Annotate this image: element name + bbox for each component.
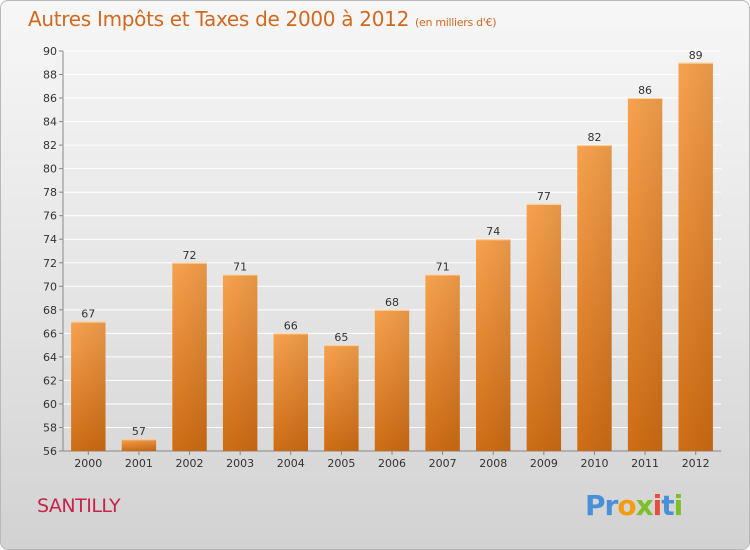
x-tick-label: 2012 xyxy=(682,457,710,470)
logo-letter: o xyxy=(617,489,636,522)
logo-letter: i xyxy=(652,489,663,522)
logo-letter: x xyxy=(635,489,654,522)
x-tick-label: 2010 xyxy=(580,457,608,470)
logo-letter: r xyxy=(604,489,619,522)
data-label: 66 xyxy=(284,319,298,332)
data-label: 71 xyxy=(436,261,450,274)
bar-shade-2006 xyxy=(374,309,410,451)
data-label: 67 xyxy=(81,308,95,321)
y-tick-label: 90 xyxy=(43,45,57,58)
y-tick-label: 66 xyxy=(43,327,57,340)
x-tick-label: 2001 xyxy=(125,457,153,470)
y-tick-label: 76 xyxy=(43,210,57,223)
y-tick-label: 56 xyxy=(43,445,57,458)
bar-shade-2011 xyxy=(627,98,663,451)
y-tick-label: 84 xyxy=(43,116,57,129)
chart-title-text: Autres Impôts et Taxes de 2000 à 2012 xyxy=(28,7,409,31)
bar-shade-2008 xyxy=(476,239,511,451)
y-tick-label: 58 xyxy=(43,421,57,434)
y-tick-label: 82 xyxy=(43,139,57,152)
data-label: 77 xyxy=(537,190,551,203)
bar-shade-2001 xyxy=(121,439,157,451)
logo-letter: P xyxy=(585,489,606,522)
x-tick-label: 2007 xyxy=(429,457,457,470)
y-tick-label: 62 xyxy=(43,374,57,387)
y-tick-label: 78 xyxy=(43,186,57,199)
bar-shade-2009 xyxy=(526,203,562,451)
y-tick-label: 60 xyxy=(43,398,57,411)
y-tick-label: 70 xyxy=(43,280,57,293)
data-label: 57 xyxy=(132,425,146,438)
x-tick-label: 2004 xyxy=(277,457,305,470)
place-name: SANTILLY xyxy=(37,495,121,517)
bar-shade-2004 xyxy=(273,333,308,451)
x-tick-label: 2011 xyxy=(631,457,659,470)
y-tick-label: 88 xyxy=(43,69,57,82)
label-layer: 67 57 72 71 66 65 68 71 74 77 82 86 89 xyxy=(81,49,702,438)
y-tick-label: 64 xyxy=(43,351,57,364)
x-tick-label: 2003 xyxy=(226,457,254,470)
data-label: 86 xyxy=(638,84,652,97)
logo-letter: i xyxy=(673,489,684,522)
y-tick-label: 86 xyxy=(43,92,57,105)
y-tick-label: 80 xyxy=(43,163,57,176)
x-tick-label: 2009 xyxy=(530,457,558,470)
x-tick-label: 2002 xyxy=(176,457,204,470)
bar-layer xyxy=(71,62,713,451)
data-label: 74 xyxy=(486,225,500,238)
data-label: 71 xyxy=(233,261,247,274)
y-tick-label: 68 xyxy=(43,304,57,317)
bar-shade-2003 xyxy=(222,274,258,451)
y-tick-label: 74 xyxy=(43,233,57,246)
logo-letter: t xyxy=(661,489,674,522)
x-tick-label: 2000 xyxy=(74,457,102,470)
bar-shade-2005 xyxy=(324,345,359,451)
bar-shade-2000 xyxy=(71,321,106,451)
data-label: 65 xyxy=(334,331,348,344)
proxiti-logo[interactable]: Proxiti xyxy=(585,489,684,522)
bar-shade-2007 xyxy=(425,274,460,451)
bar-shade-2002 xyxy=(172,262,207,451)
data-label: 82 xyxy=(587,131,601,144)
data-label: 68 xyxy=(385,296,399,309)
data-label: 72 xyxy=(183,249,197,262)
y-tick-label: 72 xyxy=(43,257,57,270)
x-tick-label: 2006 xyxy=(378,457,406,470)
x-tick-label: 2005 xyxy=(327,457,355,470)
chart-title: Autres Impôts et Taxes de 2000 à 2012 (en… xyxy=(28,7,496,31)
bar-shade-2012 xyxy=(678,62,713,451)
data-label: 89 xyxy=(689,49,703,62)
bar-shade-2010 xyxy=(577,145,612,451)
chart-unit: (en milliers d'€) xyxy=(415,16,497,29)
x-tick-label: 2008 xyxy=(479,457,507,470)
